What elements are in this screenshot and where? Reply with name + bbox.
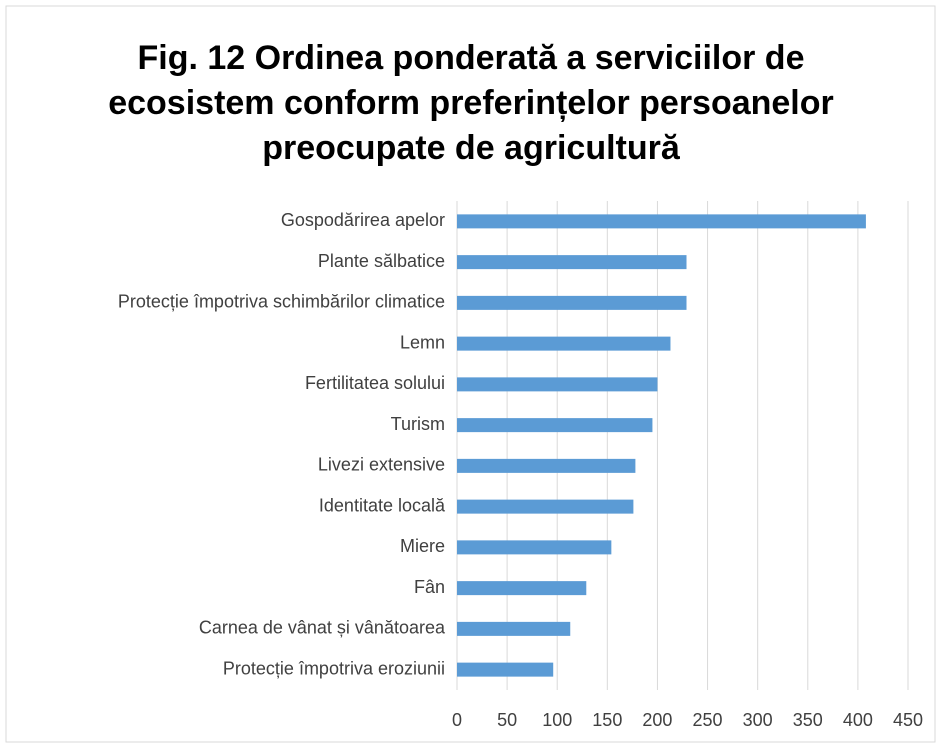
bar xyxy=(457,336,671,351)
bar xyxy=(457,255,687,270)
chart-title: preocupate de agricultură xyxy=(262,129,681,167)
chart-border xyxy=(5,5,936,743)
bar xyxy=(457,581,587,596)
x-tick-label: 450 xyxy=(893,710,923,730)
bar xyxy=(457,295,687,310)
bar xyxy=(457,499,634,514)
bar xyxy=(457,377,658,392)
bar xyxy=(457,540,612,555)
y-tick-label: Turism xyxy=(391,414,445,434)
x-tick-label: 100 xyxy=(542,710,572,730)
y-tick-label: Protecție împotriva schimbărilor climati… xyxy=(118,292,445,312)
y-tick-label: Miere xyxy=(400,536,445,556)
x-tick-label: 150 xyxy=(592,710,622,730)
x-tick-label: 50 xyxy=(497,710,517,730)
bar xyxy=(457,214,866,229)
chart-title: Fig. 12 Ordinea ponderată a serviciilor … xyxy=(137,39,804,77)
x-tick-label: 250 xyxy=(693,710,723,730)
y-tick-label: Gospodărirea apelor xyxy=(281,210,445,230)
x-tick-label: 400 xyxy=(843,710,873,730)
x-tick-label: 300 xyxy=(743,710,773,730)
bar xyxy=(457,458,636,473)
x-tick-label: 200 xyxy=(642,710,672,730)
y-tick-label: Identitate locală xyxy=(319,495,446,515)
y-tick-label: Livezi extensive xyxy=(318,455,445,475)
y-tick-label: Plante sălbatice xyxy=(318,251,445,271)
x-tick-label: 0 xyxy=(452,710,462,730)
bar xyxy=(457,621,571,636)
y-tick-label: Protecție împotriva eroziunii xyxy=(223,658,445,678)
y-tick-label: Carnea de vânat și vânătoarea xyxy=(199,618,446,638)
y-tick-label: Fân xyxy=(414,577,445,597)
chart-title: ecosistem conform preferințelor persoane… xyxy=(108,84,834,122)
x-tick-label: 350 xyxy=(793,710,823,730)
y-tick-label: Fertilitatea solului xyxy=(305,373,445,393)
y-tick-label: Lemn xyxy=(400,332,445,352)
bar xyxy=(457,418,653,433)
bar xyxy=(457,662,554,677)
